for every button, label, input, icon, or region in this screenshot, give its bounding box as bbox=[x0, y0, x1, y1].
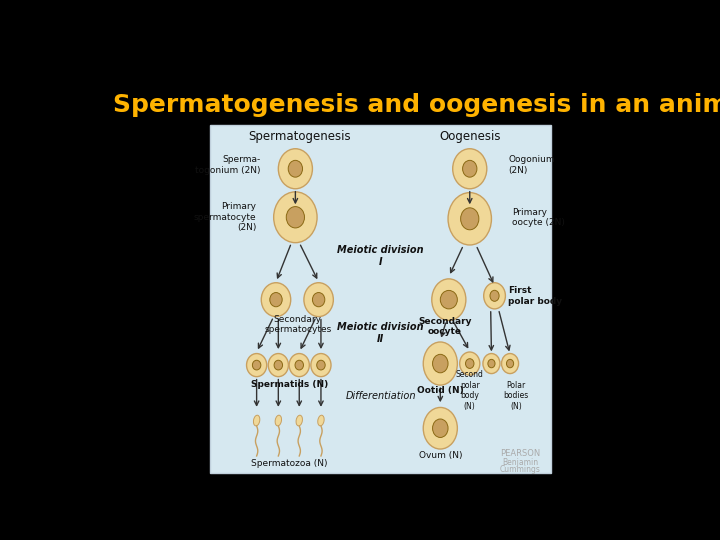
Text: Meiotic division
I: Meiotic division I bbox=[337, 245, 424, 267]
Ellipse shape bbox=[433, 354, 448, 373]
Text: Secondary
oocyte: Secondary oocyte bbox=[418, 317, 472, 336]
Ellipse shape bbox=[318, 415, 324, 426]
Ellipse shape bbox=[423, 408, 457, 449]
Ellipse shape bbox=[304, 283, 333, 316]
Text: Oogenesis: Oogenesis bbox=[439, 130, 500, 143]
Text: Ovum (N): Ovum (N) bbox=[418, 451, 462, 460]
Text: Meiotic division
II: Meiotic division II bbox=[337, 322, 424, 343]
Ellipse shape bbox=[311, 354, 331, 377]
Ellipse shape bbox=[253, 360, 261, 370]
Text: Polar
bodies
(N): Polar bodies (N) bbox=[503, 381, 529, 411]
Text: PEARSON: PEARSON bbox=[500, 449, 540, 458]
Text: Spermatogenesis and oogenesis in an animal cell: Spermatogenesis and oogenesis in an anim… bbox=[113, 93, 720, 117]
Ellipse shape bbox=[483, 354, 500, 374]
Ellipse shape bbox=[287, 207, 305, 228]
Ellipse shape bbox=[289, 354, 310, 377]
Ellipse shape bbox=[484, 283, 505, 309]
Text: Cummings: Cummings bbox=[500, 465, 541, 474]
Ellipse shape bbox=[295, 360, 304, 370]
Ellipse shape bbox=[506, 359, 513, 368]
Text: Spermatozoa (N): Spermatozoa (N) bbox=[251, 459, 328, 468]
Ellipse shape bbox=[274, 360, 282, 370]
Ellipse shape bbox=[312, 293, 325, 307]
Text: Spermatogenesis: Spermatogenesis bbox=[248, 130, 351, 143]
Text: Oogonium
(2N): Oogonium (2N) bbox=[508, 155, 555, 174]
Ellipse shape bbox=[488, 359, 495, 368]
Text: First
polar body: First polar body bbox=[508, 286, 562, 306]
Ellipse shape bbox=[461, 208, 479, 230]
Text: Spermatids (N): Spermatids (N) bbox=[251, 380, 328, 389]
Ellipse shape bbox=[275, 415, 282, 426]
Text: Sperma-
togonium (2N): Sperma- togonium (2N) bbox=[195, 155, 261, 174]
Ellipse shape bbox=[423, 342, 457, 385]
Ellipse shape bbox=[466, 359, 474, 368]
Ellipse shape bbox=[462, 160, 477, 177]
Text: Second
polar
body
(N): Second polar body (N) bbox=[456, 370, 484, 410]
Ellipse shape bbox=[274, 192, 317, 242]
Ellipse shape bbox=[317, 360, 325, 370]
Ellipse shape bbox=[459, 352, 480, 375]
Ellipse shape bbox=[490, 291, 499, 301]
FancyBboxPatch shape bbox=[210, 125, 551, 473]
Ellipse shape bbox=[288, 160, 302, 177]
Ellipse shape bbox=[448, 193, 492, 245]
Ellipse shape bbox=[296, 415, 302, 426]
Text: Benjamin: Benjamin bbox=[502, 457, 538, 467]
Ellipse shape bbox=[432, 279, 466, 320]
Ellipse shape bbox=[441, 291, 457, 309]
Ellipse shape bbox=[261, 283, 291, 316]
Ellipse shape bbox=[502, 354, 518, 374]
Ellipse shape bbox=[253, 415, 260, 426]
Ellipse shape bbox=[269, 354, 289, 377]
Ellipse shape bbox=[433, 419, 448, 437]
Ellipse shape bbox=[246, 354, 266, 377]
Text: Primary
spermatocyte
(2N): Primary spermatocyte (2N) bbox=[194, 202, 256, 232]
Text: Differentiation: Differentiation bbox=[346, 391, 416, 401]
Ellipse shape bbox=[270, 293, 282, 307]
Text: Primary
oocyte (2N): Primary oocyte (2N) bbox=[513, 207, 565, 227]
Ellipse shape bbox=[279, 148, 312, 189]
Ellipse shape bbox=[453, 148, 487, 189]
Text: Ootid (N): Ootid (N) bbox=[417, 386, 464, 395]
Text: Secondary
spermatocytes: Secondary spermatocytes bbox=[264, 315, 331, 334]
